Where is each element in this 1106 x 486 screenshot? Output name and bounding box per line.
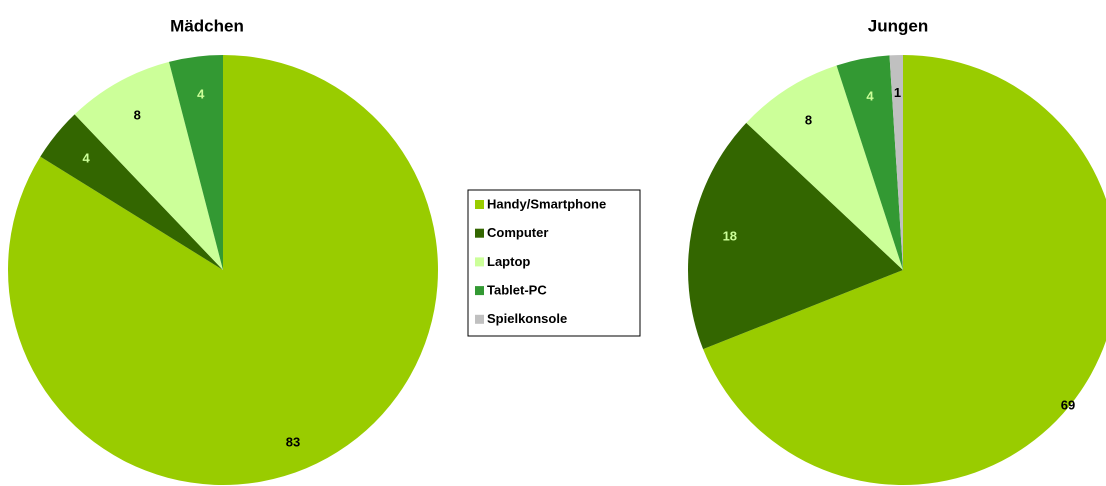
legend-label: Handy/Smartphone [487, 196, 606, 211]
pie-slice [889, 55, 903, 270]
chart-title: Jungen [868, 16, 928, 35]
value-label: 4 [197, 87, 205, 102]
value-label: 69 [1061, 397, 1075, 412]
legend-label: Computer [487, 225, 548, 240]
value-label: 1 [894, 85, 901, 100]
legend-swatch [475, 200, 484, 209]
legend-swatch [475, 286, 484, 296]
pie-slice [8, 55, 439, 485]
chart-title: Mädchen [170, 16, 244, 35]
legend-swatch [475, 228, 484, 238]
pie-slice [746, 65, 903, 270]
legend-swatch [475, 314, 484, 324]
legend-label: Spielkonsole [487, 311, 567, 326]
pie-slice [688, 122, 903, 350]
value-label: 8 [805, 113, 812, 128]
value-label: 4 [83, 150, 91, 165]
value-label: 18 [723, 228, 737, 243]
value-label: 83 [286, 434, 300, 449]
pie-slice [703, 55, 1106, 485]
value-label: 4 [866, 88, 874, 103]
pie-slice [40, 114, 223, 270]
value-label: 8 [134, 107, 141, 122]
legend-label: Laptop [487, 254, 530, 269]
legend-swatch [475, 257, 484, 267]
pie-slice [74, 61, 223, 271]
legend-label: Tablet-PC [487, 283, 547, 298]
legend-box [467, 189, 641, 337]
pie-slice [169, 55, 223, 270]
pie-slice [836, 55, 903, 270]
